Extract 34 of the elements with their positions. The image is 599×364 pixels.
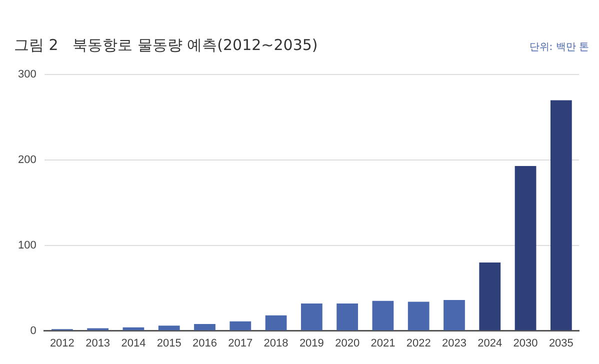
x-tick-label: 2035 xyxy=(548,337,574,350)
y-tick-label: 300 xyxy=(18,68,36,81)
x-tick-label: 2018 xyxy=(264,337,288,350)
x-tick-label: 2017 xyxy=(228,337,253,350)
x-tick-label: 2012 xyxy=(50,337,74,350)
y-tick-label: 200 xyxy=(18,154,36,166)
x-tick-label: 2015 xyxy=(156,337,182,350)
bar xyxy=(122,327,144,330)
bar xyxy=(336,303,358,330)
x-tick-label: 2016 xyxy=(192,337,217,350)
chart-title: 그림 2 북동항로 물동량 예측(2012~2035) xyxy=(14,36,318,55)
x-tick-label: 2030 xyxy=(513,337,538,350)
x-tick-label: 2024 xyxy=(478,337,502,350)
x-tick-label: 2022 xyxy=(406,337,431,350)
bar xyxy=(444,300,465,330)
bar xyxy=(300,303,322,330)
x-tick-label: 2020 xyxy=(335,337,360,350)
bar xyxy=(230,321,252,330)
bar xyxy=(265,315,287,330)
text: 단위: 백만 톤 xyxy=(529,41,589,54)
y-tick-label: 0 xyxy=(30,324,36,337)
y-tick-label: 100 xyxy=(18,239,36,252)
x-tick-label: 2019 xyxy=(299,337,324,350)
bar xyxy=(479,262,501,330)
x-tick-label: 2021 xyxy=(370,337,396,350)
bar xyxy=(408,302,430,330)
x-tick-label: 2013 xyxy=(86,337,110,350)
bar xyxy=(372,300,394,330)
bar xyxy=(158,326,180,330)
bar xyxy=(514,166,536,330)
bar xyxy=(194,324,216,330)
x-tick-label: 2023 xyxy=(442,337,466,350)
bar xyxy=(550,100,572,330)
x-tick-label: 2014 xyxy=(121,337,146,350)
